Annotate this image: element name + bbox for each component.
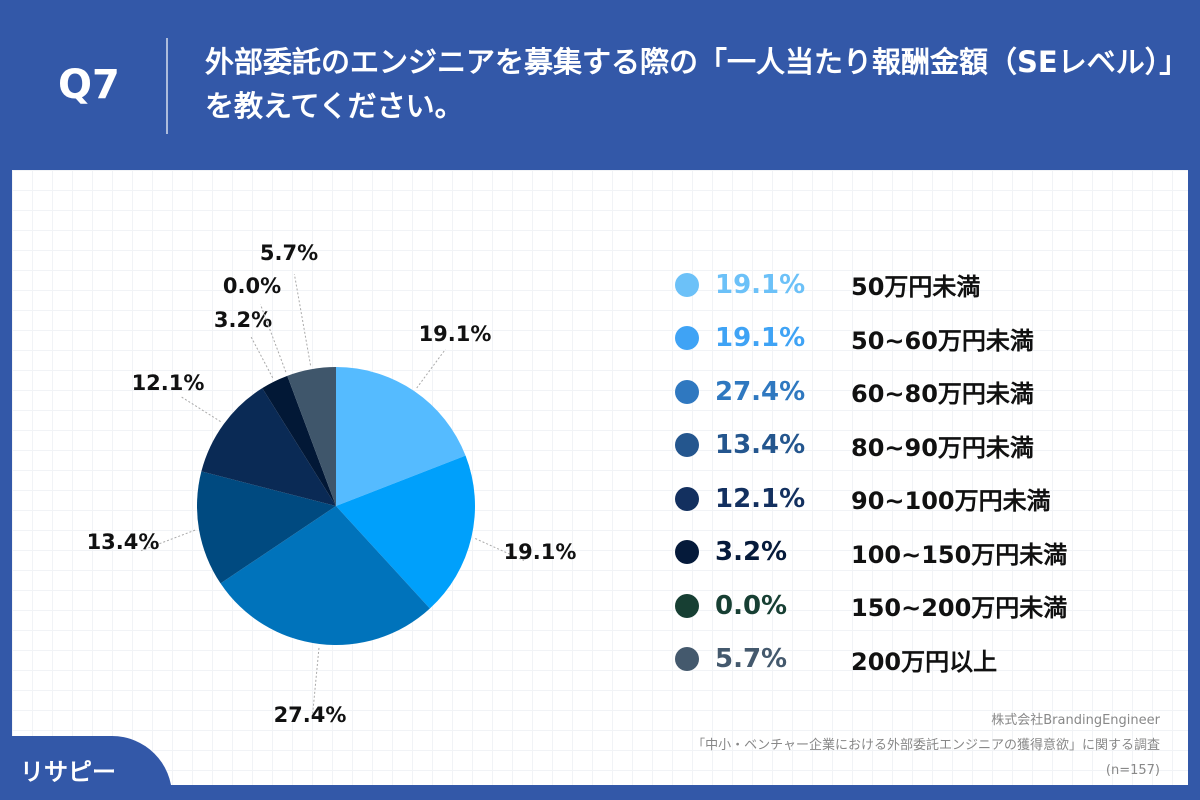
leader-line — [249, 335, 274, 379]
legend-percent: 3.2% — [715, 537, 788, 568]
sample-size: (n=157) — [1105, 763, 1160, 778]
legend-item: 0.0% 150~200万円未満 — [675, 579, 1067, 633]
source-note: 株式会社BrandingEngineer 「中小・ベンチャー企業における外部委託… — [692, 708, 1160, 783]
legend-dot — [675, 379, 699, 404]
data-label: 0.0% — [223, 274, 281, 298]
legend-dot — [675, 272, 699, 297]
legend-dot — [675, 540, 699, 565]
divider — [166, 38, 168, 134]
legend-item: 5.7% 200万円以上 — [675, 633, 1067, 687]
data-label: 12.1% — [132, 371, 205, 395]
legend-category: 50万円未満 — [851, 273, 981, 302]
legend-category: 100~150万円未満 — [851, 540, 1068, 569]
legend-category: 150~200万円未満 — [851, 594, 1068, 623]
chart-title: 外部委託のエンジニアを募集する際の「一人当たり報酬金額（SEレベル）」を教えてく… — [205, 45, 1174, 123]
pie-slice-2 — [220, 506, 430, 645]
data-label: 19.1% — [419, 322, 492, 346]
legend-category: 90~100万円未満 — [851, 487, 1051, 516]
legend-category: 200万円以上 — [851, 647, 998, 676]
legend-item: 12.1% 90~100万円未満 — [675, 472, 1067, 526]
legend-percent: 5.7% — [715, 644, 788, 675]
legend-category: 50~60万円未満 — [851, 326, 1034, 355]
pie-slice-3 — [197, 471, 336, 584]
legend-dot — [675, 647, 699, 672]
pie-slice-7 — [287, 367, 336, 506]
legend: 19.1% 50万円未満 19.1% 50~60万円未満 27.4% 60~80万円未満 1… — [675, 258, 1067, 686]
data-label: 3.2% — [214, 308, 272, 332]
legend-item: 19.1% 50万円未満 — [675, 258, 1067, 312]
legend-dot — [675, 326, 699, 351]
legend-percent: 13.4% — [715, 430, 806, 461]
legend-percent: 19.1% — [715, 269, 806, 300]
legend-item: 13.4% 80~90万円未満 — [675, 419, 1067, 473]
leader-line — [416, 349, 446, 389]
brand-logo: リサピー — [0, 736, 172, 800]
question-number: Q7 — [58, 62, 120, 108]
legend-item: 19.1% 50~60万円未満 — [675, 312, 1067, 366]
leader-line — [140, 529, 196, 552]
source-company: 株式会社BrandingEngineer — [991, 713, 1160, 728]
pie-slice-4 — [201, 388, 336, 506]
legend-percent: 19.1% — [715, 323, 806, 354]
data-label: 27.4% — [274, 703, 347, 727]
leader-line — [180, 396, 221, 423]
legend-category: 80~90万円未満 — [851, 433, 1034, 462]
legend-category: 60~80万円未満 — [851, 380, 1034, 409]
legend-item: 27.4% 60~80万円未満 — [675, 365, 1067, 419]
pie-slice-1 — [336, 455, 476, 609]
leader-line — [260, 304, 287, 373]
legend-item: 3.2% 100~150万円未満 — [675, 526, 1067, 580]
legend-dot — [675, 433, 699, 458]
pie-slice-0 — [336, 367, 466, 506]
legend-percent: 27.4% — [715, 376, 806, 407]
legend-dot — [675, 486, 699, 511]
data-label: 13.4% — [87, 530, 160, 554]
legend-percent: 0.0% — [715, 590, 788, 621]
legend-dot — [675, 593, 699, 618]
legend-percent: 12.1% — [715, 483, 806, 514]
leader-line — [293, 274, 312, 366]
leader-line — [475, 538, 525, 562]
data-label: 5.7% — [260, 241, 318, 265]
data-label: 19.1% — [504, 540, 577, 564]
pie-slice-5 — [262, 375, 336, 506]
source-survey: 「中小・ベンチャー企業における外部委託エンジニアの獲得意欲」に関する調査 — [692, 738, 1160, 753]
logo-text: リサピー — [20, 758, 116, 786]
